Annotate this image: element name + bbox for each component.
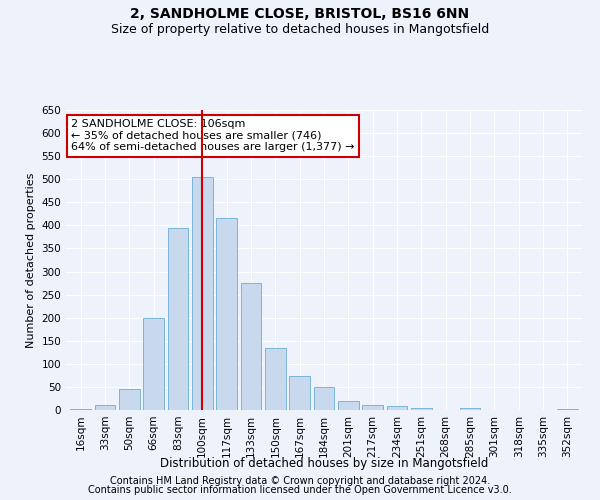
Text: Contains HM Land Registry data © Crown copyright and database right 2024.: Contains HM Land Registry data © Crown c…	[110, 476, 490, 486]
Bar	[314, 387, 334, 410]
Bar	[119, 389, 140, 410]
Bar	[192, 177, 212, 410]
Bar	[362, 405, 383, 410]
Bar	[289, 376, 310, 410]
Text: 2, SANDHOLME CLOSE, BRISTOL, BS16 6NN: 2, SANDHOLME CLOSE, BRISTOL, BS16 6NN	[130, 8, 470, 22]
Bar	[411, 408, 432, 410]
Bar	[216, 218, 237, 410]
Bar	[386, 406, 407, 410]
Text: 2 SANDHOLME CLOSE: 106sqm
← 35% of detached houses are smaller (746)
64% of semi: 2 SANDHOLME CLOSE: 106sqm ← 35% of detac…	[71, 119, 355, 152]
Bar	[70, 408, 91, 410]
Bar	[338, 401, 359, 410]
Text: Size of property relative to detached houses in Mangotsfield: Size of property relative to detached ho…	[111, 22, 489, 36]
Bar	[241, 283, 262, 410]
Bar	[265, 348, 286, 410]
Bar	[557, 409, 578, 410]
Text: Contains public sector information licensed under the Open Government Licence v3: Contains public sector information licen…	[88, 485, 512, 495]
Bar	[167, 228, 188, 410]
Text: Distribution of detached houses by size in Mangotsfield: Distribution of detached houses by size …	[160, 458, 488, 470]
Y-axis label: Number of detached properties: Number of detached properties	[26, 172, 36, 348]
Bar	[143, 318, 164, 410]
Bar	[460, 408, 481, 410]
Bar	[95, 406, 115, 410]
